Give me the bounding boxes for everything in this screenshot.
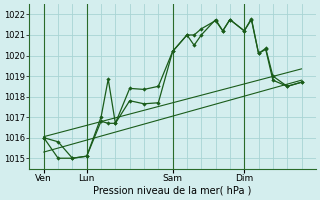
- X-axis label: Pression niveau de la mer( hPa ): Pression niveau de la mer( hPa ): [93, 186, 252, 196]
